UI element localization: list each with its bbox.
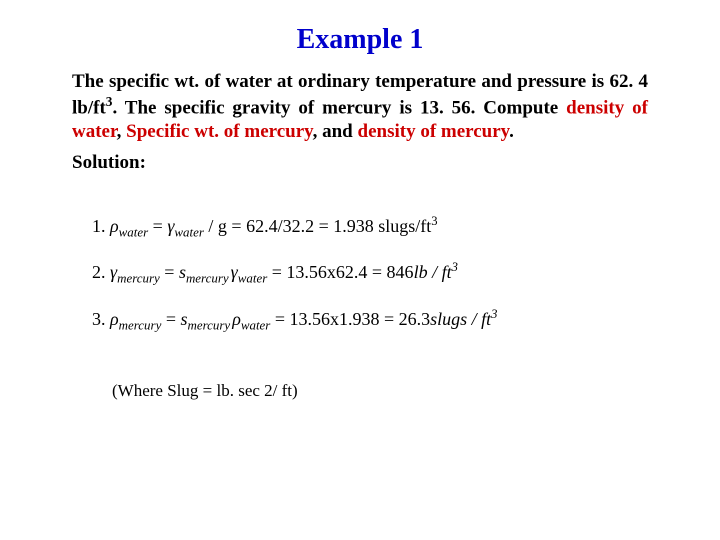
eq2-num: 13.56x62.4 = 846 — [286, 262, 413, 282]
eq2-lhs-sub: mercury — [117, 271, 160, 286]
solution-heading: Solution: — [72, 152, 648, 174]
equation-block: 1. ρwater = γwater / g = 62.4/32.2 = 1.9… — [92, 214, 648, 334]
problem-text-4: , and — [313, 121, 358, 142]
eq2-div: = — [272, 262, 287, 282]
eq3-div: = — [275, 309, 290, 329]
eq3-unit: slugs / ft — [430, 309, 491, 329]
eq3-index: 3. — [92, 309, 106, 329]
eq2-unit: lb / ft — [414, 262, 452, 282]
eq3-rhsb-sym: ρ — [232, 309, 241, 329]
page-title: Example 1 — [72, 24, 648, 56]
problem-emph-2: Specific wt. of mercury — [126, 121, 312, 142]
equation-1: 1. ρwater = γwater / g = 62.4/32.2 = 1.9… — [92, 214, 648, 241]
eq1-div: / g = — [208, 216, 246, 236]
slide-page: Example 1 The specific wt. of water at o… — [0, 0, 720, 540]
eq2-unit-sup: 3 — [452, 260, 458, 274]
eq3-rhsa-sym: s — [180, 309, 187, 329]
problem-text-5: . — [509, 121, 514, 142]
problem-text-2: . The specific gravity of mercury is 13.… — [112, 97, 566, 118]
eq3-rhsa-sub: mercury — [188, 317, 231, 332]
eq2-index: 2. — [92, 262, 106, 282]
problem-emph-3: density of mercury — [358, 121, 510, 142]
eq1-num: 62.4/32.2 = 1.938 — [246, 216, 374, 236]
eq1-lhs-sub: water — [119, 224, 149, 239]
eq3-lhs-sym: ρ — [110, 309, 119, 329]
eq1-rhs-sub: water — [174, 224, 204, 239]
eq1-unit-sup: 3 — [431, 214, 437, 228]
equation-2: 2. γmercury = smercuryγwater = 13.56x62.… — [92, 260, 648, 287]
problem-text-3: , — [117, 121, 127, 142]
eq2-rhsa-sym: s — [179, 262, 186, 282]
problem-statement: The specific wt. of water at ordinary te… — [72, 70, 648, 144]
eq3-unit-sup: 3 — [491, 307, 497, 321]
eq3-rhsb-sub: water — [241, 317, 271, 332]
eq3-lhs-sub: mercury — [119, 317, 162, 332]
equation-3: 3. ρmercury = smercuryρwater = 13.56x1.9… — [92, 307, 648, 334]
footnote: (Where Slug = lb. sec 2/ ft) — [112, 381, 648, 401]
eq1-index: 1. — [92, 216, 106, 236]
eq3-num: 13.56x1.938 = 26.3 — [290, 309, 431, 329]
eq1-lhs-sym: ρ — [110, 216, 119, 236]
eq2-rhsb-sub: water — [238, 271, 268, 286]
eq2-rhsb-sym: γ — [231, 262, 238, 282]
eq1-unit: slugs/ft — [374, 216, 432, 236]
eq2-rhsa-sub: mercury — [186, 271, 229, 286]
